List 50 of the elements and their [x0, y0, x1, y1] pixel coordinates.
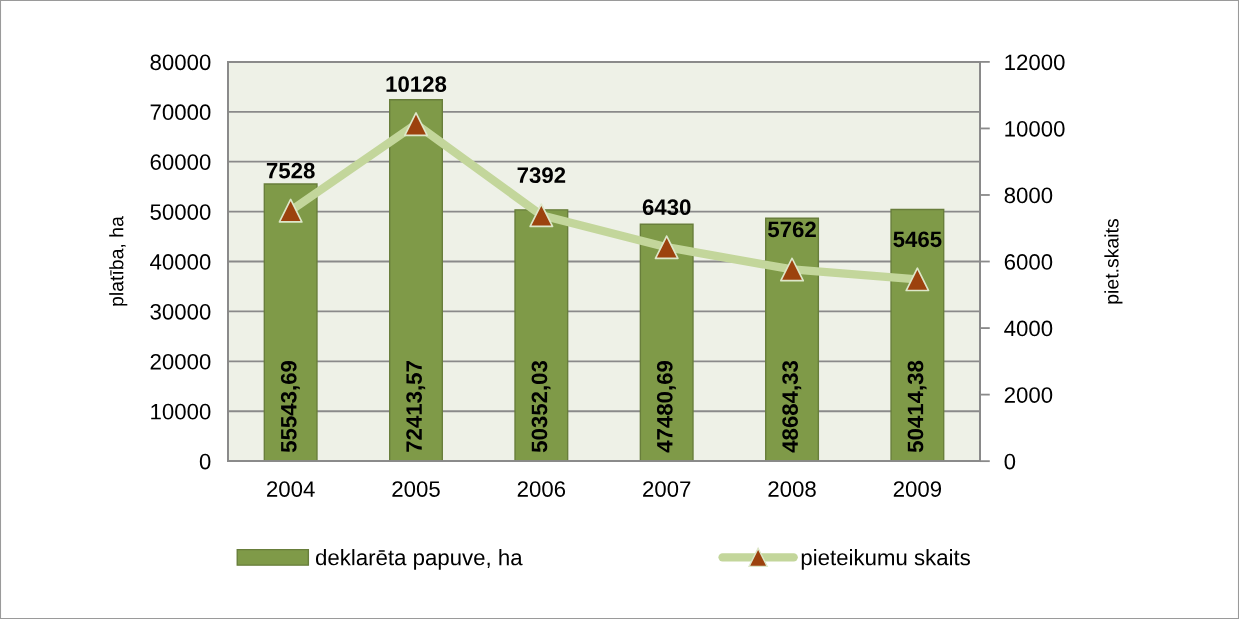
- y2-tick-label: 0: [1004, 453, 1016, 470]
- y2-tick-label: 4000: [1004, 320, 1053, 337]
- y-tick-label: 60000: [150, 154, 211, 170]
- x-tick-label: 2009: [893, 481, 942, 497]
- data-label: 7528: [266, 162, 315, 179]
- data-label: 50352,03: [531, 360, 551, 453]
- y-tick-label: 0: [199, 453, 211, 470]
- x-tick-label: 2008: [768, 481, 816, 497]
- y2-tick-label: 10000: [1005, 120, 1065, 137]
- x-tick-label: 2004: [267, 481, 315, 497]
- bar: [263, 183, 318, 462]
- bar: [639, 223, 694, 462]
- x-tick-label: 2006: [517, 481, 566, 497]
- x-tick-label: 2005: [392, 481, 440, 497]
- y-tick-label: 10000: [151, 403, 211, 420]
- x-tick-label: 2007: [643, 481, 691, 497]
- y-tick-label: 20000: [150, 353, 211, 370]
- y2-axis-title: piet.skaits: [1104, 219, 1123, 304]
- bar: [388, 99, 444, 462]
- point: [529, 203, 554, 228]
- y-tick-label: 70000: [150, 104, 211, 121]
- legend-label: pieteikumu skaits: [801, 549, 970, 570]
- y2-tick-label: 6000: [1004, 254, 1053, 270]
- bar: [514, 209, 569, 462]
- data-label: 7392: [517, 167, 566, 184]
- y-tick-label: 40000: [150, 254, 211, 270]
- bar: [765, 217, 820, 462]
- point: [905, 267, 930, 292]
- data-label: 10128: [386, 76, 447, 93]
- y2-tick-label: 12000: [1005, 54, 1065, 71]
- data-label: 55543,69: [280, 360, 300, 453]
- y-tick-label: 80000: [150, 54, 211, 71]
- data-label: 50414,38: [907, 360, 927, 453]
- data-label: 72413,57: [406, 361, 426, 452]
- point: [403, 112, 429, 137]
- data-label: 5465: [893, 231, 942, 248]
- y-tick-label: 50000: [150, 204, 211, 220]
- data-label: 47480,69: [656, 360, 676, 453]
- point: [779, 257, 805, 282]
- y-axis-title: platība, ha: [109, 216, 128, 306]
- point: [278, 198, 303, 223]
- y-tick-label: 30000: [150, 303, 211, 320]
- bar: [890, 208, 945, 462]
- legend-label: deklarēta papuve, ha: [315, 549, 523, 570]
- y2-tick-label: 8000: [1004, 187, 1053, 204]
- data-label: 48684,33: [782, 360, 802, 453]
- data-label: 6430: [642, 199, 691, 216]
- y2-tick-label: 2000: [1004, 387, 1053, 403]
- point: [654, 235, 679, 260]
- data-label: 5762: [768, 221, 816, 238]
